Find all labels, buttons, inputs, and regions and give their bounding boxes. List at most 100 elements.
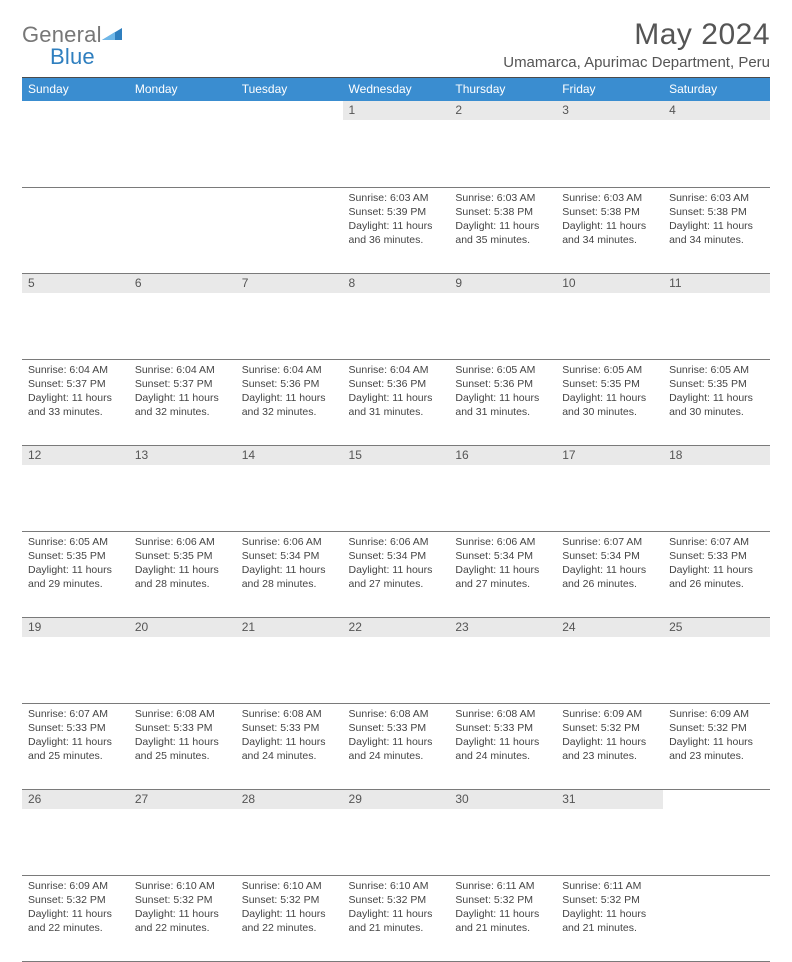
day-content: Sunrise: 6:05 AMSunset: 5:35 PMDaylight:… xyxy=(22,532,129,596)
day-number-cell: 3 xyxy=(556,101,663,187)
day-number: 18 xyxy=(663,446,770,465)
day-number-cell: 10 xyxy=(556,273,663,359)
sunrise-line: Sunrise: 6:07 AM xyxy=(669,535,764,549)
sunrise-line: Sunrise: 6:10 AM xyxy=(349,879,444,893)
day-content-cell: Sunrise: 6:09 AMSunset: 5:32 PMDaylight:… xyxy=(22,875,129,961)
weekday-header: Thursday xyxy=(449,78,556,101)
daylight-line: Daylight: 11 hours and 21 minutes. xyxy=(349,907,444,935)
day-content-cell: Sunrise: 6:04 AMSunset: 5:36 PMDaylight:… xyxy=(343,359,450,445)
day-content-cell: Sunrise: 6:03 AMSunset: 5:39 PMDaylight:… xyxy=(343,187,450,273)
sunset-line: Sunset: 5:34 PM xyxy=(562,549,657,563)
day-content-cell: Sunrise: 6:03 AMSunset: 5:38 PMDaylight:… xyxy=(556,187,663,273)
day-number-cell: 29 xyxy=(343,789,450,875)
day-number-cell: 1 xyxy=(343,101,450,187)
day-number: 19 xyxy=(22,618,129,637)
day-number-cell: 17 xyxy=(556,445,663,531)
day-content: Sunrise: 6:07 AMSunset: 5:33 PMDaylight:… xyxy=(663,532,770,596)
weekday-header: Friday xyxy=(556,78,663,101)
day-number: 6 xyxy=(129,274,236,293)
day-content-cell: Sunrise: 6:08 AMSunset: 5:33 PMDaylight:… xyxy=(449,703,556,789)
day-content-cell xyxy=(22,187,129,273)
day-number: 9 xyxy=(449,274,556,293)
sunrise-line: Sunrise: 6:10 AM xyxy=(135,879,230,893)
sunrise-line: Sunrise: 6:04 AM xyxy=(242,363,337,377)
sunset-line: Sunset: 5:35 PM xyxy=(28,549,123,563)
day-content-cell: Sunrise: 6:05 AMSunset: 5:36 PMDaylight:… xyxy=(449,359,556,445)
day-number: 21 xyxy=(236,618,343,637)
day-content: Sunrise: 6:04 AMSunset: 5:37 PMDaylight:… xyxy=(129,360,236,424)
daylight-line: Daylight: 11 hours and 30 minutes. xyxy=(562,391,657,419)
daylight-line: Daylight: 11 hours and 36 minutes. xyxy=(349,219,444,247)
day-content-cell: Sunrise: 6:04 AMSunset: 5:37 PMDaylight:… xyxy=(22,359,129,445)
daylight-line: Daylight: 11 hours and 32 minutes. xyxy=(135,391,230,419)
sunset-line: Sunset: 5:32 PM xyxy=(349,893,444,907)
sunrise-line: Sunrise: 6:06 AM xyxy=(242,535,337,549)
day-content-cell: Sunrise: 6:08 AMSunset: 5:33 PMDaylight:… xyxy=(129,703,236,789)
sunset-line: Sunset: 5:32 PM xyxy=(562,721,657,735)
daylight-line: Daylight: 11 hours and 28 minutes. xyxy=(135,563,230,591)
day-content: Sunrise: 6:10 AMSunset: 5:32 PMDaylight:… xyxy=(236,876,343,940)
day-content-cell: Sunrise: 6:10 AMSunset: 5:32 PMDaylight:… xyxy=(236,875,343,961)
calendar-table: SundayMondayTuesdayWednesdayThursdayFrid… xyxy=(22,78,770,962)
sunrise-line: Sunrise: 6:09 AM xyxy=(669,707,764,721)
day-number: 26 xyxy=(22,790,129,809)
sunrise-line: Sunrise: 6:03 AM xyxy=(669,191,764,205)
sunrise-line: Sunrise: 6:05 AM xyxy=(562,363,657,377)
day-content: Sunrise: 6:03 AMSunset: 5:39 PMDaylight:… xyxy=(343,188,450,252)
day-number: 31 xyxy=(556,790,663,809)
daylight-line: Daylight: 11 hours and 28 minutes. xyxy=(242,563,337,591)
calendar-header-row: SundayMondayTuesdayWednesdayThursdayFrid… xyxy=(22,78,770,101)
day-content: Sunrise: 6:05 AMSunset: 5:36 PMDaylight:… xyxy=(449,360,556,424)
day-number: 12 xyxy=(22,446,129,465)
day-content: Sunrise: 6:08 AMSunset: 5:33 PMDaylight:… xyxy=(236,704,343,768)
day-content-cell: Sunrise: 6:11 AMSunset: 5:32 PMDaylight:… xyxy=(449,875,556,961)
sunrise-line: Sunrise: 6:05 AM xyxy=(669,363,764,377)
sunrise-line: Sunrise: 6:06 AM xyxy=(455,535,550,549)
sunrise-line: Sunrise: 6:07 AM xyxy=(28,707,123,721)
daylight-line: Daylight: 11 hours and 25 minutes. xyxy=(28,735,123,763)
day-number-cell: 19 xyxy=(22,617,129,703)
day-number-cell: 31 xyxy=(556,789,663,875)
sunrise-line: Sunrise: 6:04 AM xyxy=(349,363,444,377)
sunrise-line: Sunrise: 6:03 AM xyxy=(455,191,550,205)
day-number: 25 xyxy=(663,618,770,637)
day-content-cell: Sunrise: 6:11 AMSunset: 5:32 PMDaylight:… xyxy=(556,875,663,961)
sunset-line: Sunset: 5:32 PM xyxy=(669,721,764,735)
day-content: Sunrise: 6:04 AMSunset: 5:36 PMDaylight:… xyxy=(343,360,450,424)
day-content: Sunrise: 6:09 AMSunset: 5:32 PMDaylight:… xyxy=(22,876,129,940)
sunset-line: Sunset: 5:36 PM xyxy=(349,377,444,391)
sunset-line: Sunset: 5:32 PM xyxy=(455,893,550,907)
sunset-line: Sunset: 5:33 PM xyxy=(455,721,550,735)
daylight-line: Daylight: 11 hours and 27 minutes. xyxy=(349,563,444,591)
day-number-cell: 7 xyxy=(236,273,343,359)
day-number: 11 xyxy=(663,274,770,293)
sunset-line: Sunset: 5:38 PM xyxy=(562,205,657,219)
sunrise-line: Sunrise: 6:10 AM xyxy=(242,879,337,893)
day-content-cell: Sunrise: 6:06 AMSunset: 5:34 PMDaylight:… xyxy=(236,531,343,617)
sunset-line: Sunset: 5:33 PM xyxy=(349,721,444,735)
sunrise-line: Sunrise: 6:08 AM xyxy=(135,707,230,721)
day-number-cell: 24 xyxy=(556,617,663,703)
day-content: Sunrise: 6:04 AMSunset: 5:37 PMDaylight:… xyxy=(22,360,129,424)
day-content: Sunrise: 6:03 AMSunset: 5:38 PMDaylight:… xyxy=(556,188,663,252)
day-content-cell: Sunrise: 6:06 AMSunset: 5:34 PMDaylight:… xyxy=(449,531,556,617)
sunset-line: Sunset: 5:32 PM xyxy=(28,893,123,907)
sunrise-line: Sunrise: 6:05 AM xyxy=(455,363,550,377)
day-content: Sunrise: 6:09 AMSunset: 5:32 PMDaylight:… xyxy=(556,704,663,768)
day-number-cell: 20 xyxy=(129,617,236,703)
day-content-cell: Sunrise: 6:06 AMSunset: 5:35 PMDaylight:… xyxy=(129,531,236,617)
title-block: May 2024 Umamarca, Apurimac Department, … xyxy=(503,18,770,71)
day-number xyxy=(129,101,236,120)
day-content-cell: Sunrise: 6:03 AMSunset: 5:38 PMDaylight:… xyxy=(449,187,556,273)
day-content-cell: Sunrise: 6:04 AMSunset: 5:36 PMDaylight:… xyxy=(236,359,343,445)
day-content: Sunrise: 6:06 AMSunset: 5:34 PMDaylight:… xyxy=(449,532,556,596)
sunrise-line: Sunrise: 6:03 AM xyxy=(349,191,444,205)
day-number: 15 xyxy=(343,446,450,465)
sunrise-line: Sunrise: 6:06 AM xyxy=(135,535,230,549)
daylight-line: Daylight: 11 hours and 24 minutes. xyxy=(349,735,444,763)
day-number: 20 xyxy=(129,618,236,637)
day-number-cell: 14 xyxy=(236,445,343,531)
day-content: Sunrise: 6:04 AMSunset: 5:36 PMDaylight:… xyxy=(236,360,343,424)
sunset-line: Sunset: 5:34 PM xyxy=(242,549,337,563)
sunset-line: Sunset: 5:35 PM xyxy=(669,377,764,391)
